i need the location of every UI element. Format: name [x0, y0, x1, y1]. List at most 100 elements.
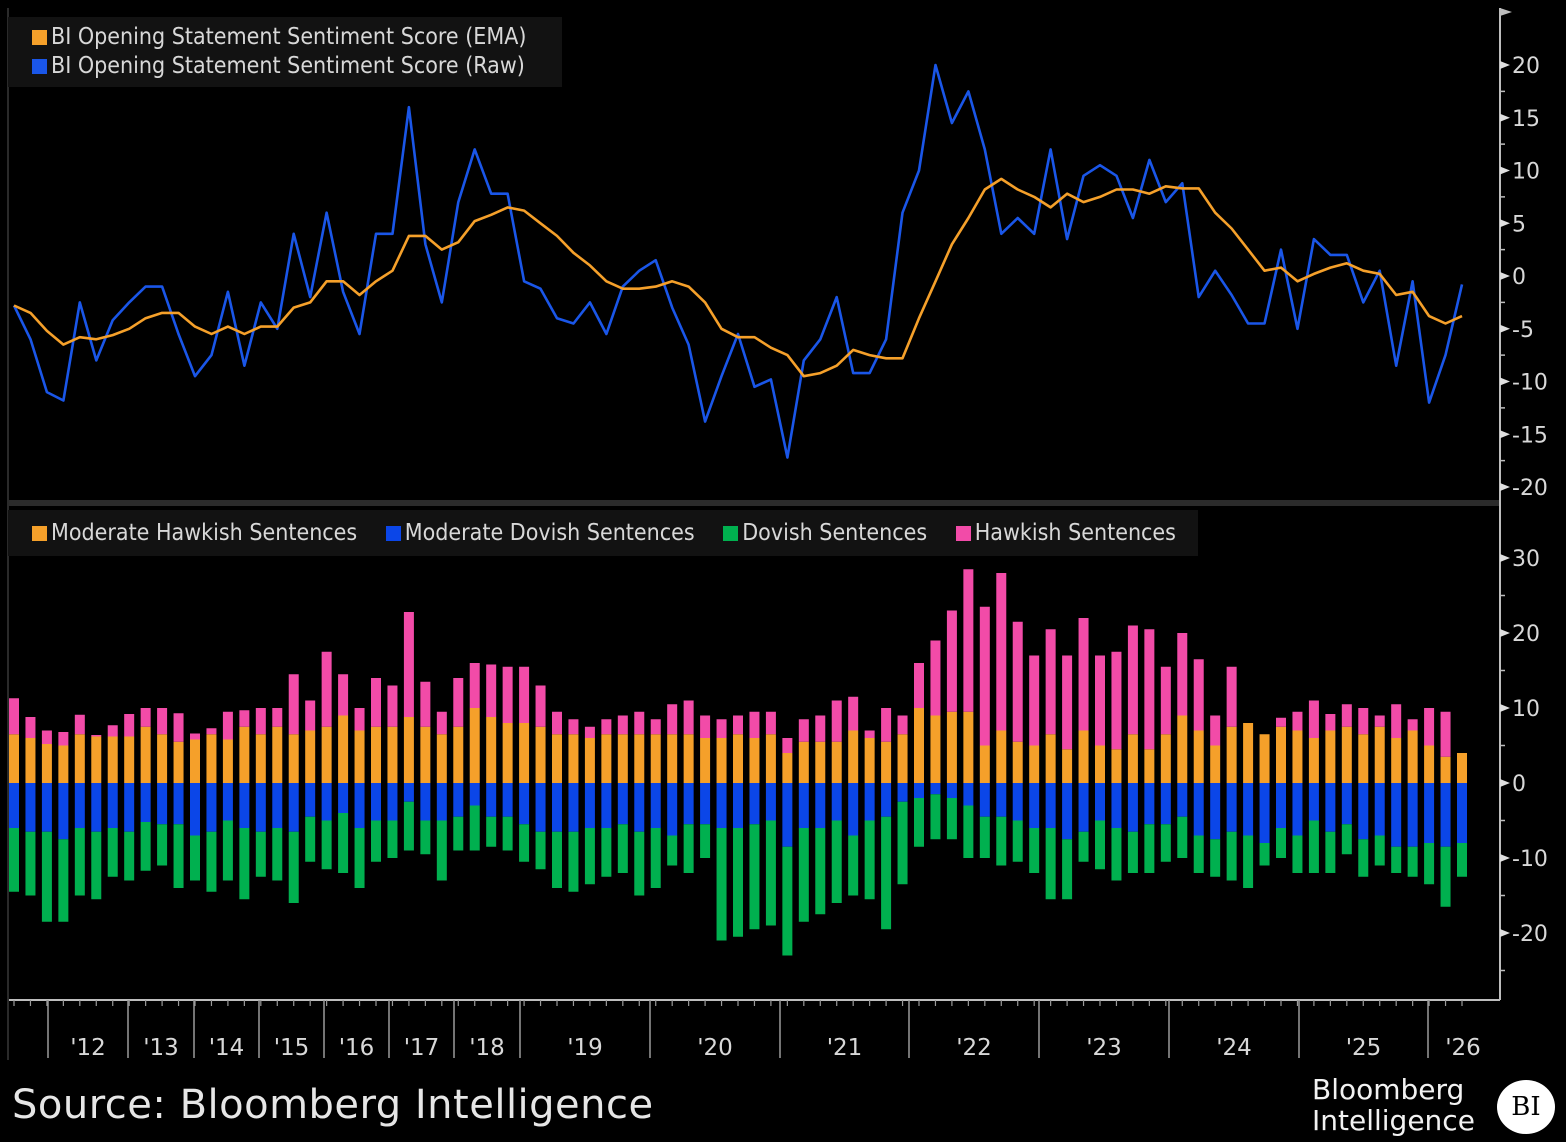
- bottom-y-tick: [1500, 704, 1510, 712]
- bar-moderate-dovish: [436, 783, 447, 821]
- bar-hawkish: [1308, 700, 1319, 738]
- bar-moderate-dovish: [1193, 783, 1204, 836]
- bar-hawkish: [486, 664, 497, 717]
- source-note: Source: Bloomberg Intelligence: [12, 1082, 654, 1128]
- bar-moderate-hawkish: [1062, 749, 1073, 783]
- bar-moderate-hawkish: [124, 736, 135, 783]
- bar-hawkish: [255, 708, 266, 735]
- bar-dovish: [1062, 839, 1073, 900]
- bar-dovish: [1111, 828, 1122, 881]
- bar-moderate-hawkish: [1407, 730, 1418, 783]
- bar-hawkish: [535, 685, 546, 727]
- bar-dovish: [749, 824, 760, 930]
- x-tick-label: '14: [209, 1035, 245, 1061]
- bar-hawkish: [765, 711, 776, 735]
- bar-dovish: [963, 805, 974, 858]
- bar-dovish: [979, 816, 990, 858]
- bar-moderate-dovish: [1374, 783, 1385, 836]
- bar-moderate-hawkish: [1358, 734, 1369, 783]
- bar-hawkish: [1407, 719, 1418, 731]
- bar-hawkish: [1440, 711, 1451, 757]
- bar-hawkish: [700, 715, 711, 738]
- legend-item-moderate-hawkish: Moderate Hawkish Sentences: [32, 510, 357, 556]
- x-tick-label: '17: [404, 1035, 440, 1061]
- bar-moderate-dovish: [1259, 783, 1270, 843]
- bar-dovish: [1308, 820, 1319, 873]
- bar-moderate-dovish: [1144, 783, 1155, 825]
- bar-moderate-dovish: [1111, 783, 1122, 828]
- bar-moderate-dovish: [881, 783, 892, 817]
- bar-hawkish: [25, 717, 36, 738]
- line-raw: [12, 63, 1464, 459]
- bar-hawkish: [996, 573, 1007, 731]
- bar-dovish: [798, 828, 809, 922]
- legend-swatch-moderate-hawkish: [32, 526, 47, 541]
- bar-moderate-hawkish: [996, 730, 1007, 783]
- legend-label-raw: BI Opening Statement Sentiment Score (Ra…: [51, 53, 525, 79]
- bar-dovish: [1325, 831, 1336, 873]
- bar-moderate-dovish: [1424, 783, 1435, 843]
- x-tick-label: '23: [1086, 1035, 1122, 1061]
- top-y-tick-label: -15: [1512, 423, 1548, 448]
- bar-hawkish: [206, 728, 217, 735]
- top-y-tick-label: 5: [1512, 212, 1526, 237]
- bottom-y-tick-label: 20: [1512, 622, 1540, 647]
- bar-dovish: [239, 828, 250, 900]
- top-y-tick: [1500, 113, 1510, 122]
- bar-moderate-hawkish: [1341, 726, 1352, 783]
- top-y-tick: [1500, 483, 1510, 491]
- bar-dovish: [1210, 839, 1221, 877]
- bar-hawkish: [469, 663, 480, 708]
- bar-dovish: [650, 828, 661, 888]
- bar-moderate-hawkish: [1276, 726, 1286, 783]
- bar-dovish: [354, 828, 365, 888]
- bar-dovish: [946, 798, 957, 840]
- bar-moderate-hawkish: [1226, 726, 1237, 783]
- bar-moderate-hawkish: [881, 741, 892, 783]
- bar-moderate-dovish: [765, 783, 776, 821]
- bar-dovish: [58, 839, 69, 922]
- bar-hawkish: [453, 678, 464, 727]
- bar-dovish: [1276, 828, 1286, 858]
- bar-hawkish: [288, 674, 299, 735]
- bar-hawkish: [91, 735, 102, 737]
- bar-moderate-hawkish: [1424, 745, 1435, 783]
- bar-dovish: [288, 831, 299, 903]
- bar-moderate-dovish: [1127, 783, 1138, 832]
- bar-moderate-dovish: [272, 783, 283, 828]
- top-y-tick: [1500, 377, 1510, 386]
- bottom-y-tick: [1500, 854, 1510, 862]
- bar-hawkish: [124, 714, 135, 737]
- bar-moderate-dovish: [634, 783, 645, 832]
- bar-moderate-hawkish: [798, 741, 809, 783]
- bar-dovish: [1160, 824, 1171, 862]
- bar-moderate-dovish: [1095, 783, 1105, 821]
- bar-moderate-dovish: [568, 783, 579, 832]
- bar-dovish: [1177, 816, 1188, 858]
- bar-hawkish: [1391, 704, 1402, 738]
- bar-hawkish: [1374, 715, 1385, 727]
- bar-dovish: [9, 828, 19, 892]
- top-y-tick-label: -10: [1512, 371, 1548, 396]
- bar-moderate-dovish: [453, 783, 464, 817]
- bar-moderate-hawkish: [321, 726, 332, 783]
- bar-hawkish: [1095, 655, 1105, 746]
- bar-hawkish: [979, 606, 990, 746]
- bar-dovish: [683, 824, 694, 873]
- bar-dovish: [733, 828, 743, 937]
- bar-dovish: [190, 835, 200, 881]
- bar-moderate-hawkish: [107, 736, 118, 783]
- bar-dovish: [486, 816, 497, 847]
- bar-dovish: [502, 816, 513, 851]
- bar-hawkish: [963, 569, 974, 712]
- bar-hawkish: [1226, 666, 1237, 727]
- bar-moderate-dovish: [387, 783, 398, 821]
- bar-dovish: [1457, 843, 1467, 877]
- bar-hawkish: [650, 719, 661, 735]
- bar-hawkish: [617, 715, 628, 735]
- legend-swatch-moderate-dovish: [385, 526, 401, 541]
- x-tick-label: '12: [70, 1035, 106, 1061]
- bar-hawkish: [1078, 618, 1089, 731]
- bar-moderate-hawkish: [897, 734, 908, 783]
